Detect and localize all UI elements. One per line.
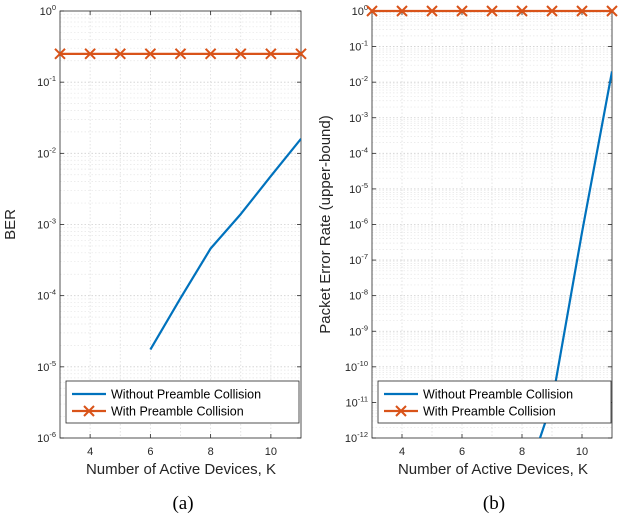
data-point-marker [426,5,438,17]
legend-label: With Preamble Collision [111,405,244,419]
x-axis-label: Number of Active Devices, K [398,461,588,478]
y-tick-label: 10-3 [349,110,368,125]
legend-label: With Preamble Collision [423,405,556,419]
chart-panel-b: 4 6 8 10 10-12 10-11 10-10 10-9 10-8 10-7 10-6 10-5… [317,3,618,514]
y-tick-label: 100 [352,3,368,18]
data-point-marker [265,48,277,60]
y-axis-label: BER [2,209,19,240]
x-tick-label: 4 [399,446,405,458]
y-tick-label: 10-3 [37,217,56,232]
legend-marker [83,405,95,417]
y-axis-label: Packet Error Rate (upper-bound) [317,115,334,333]
data-point-marker [235,48,247,60]
data-point-marker [606,5,618,17]
legend-box [65,380,300,424]
y-tick-label: 10-5 [349,181,368,196]
series-line [149,138,301,351]
data-point-marker [114,48,126,60]
y-tick-label: 10-1 [37,74,56,89]
data-point-marker [516,5,528,17]
data-point-marker [144,48,157,60]
y-tick-label: 100 [40,3,56,18]
legend-box [377,380,612,424]
y-tick-label: 10-9 [349,323,368,338]
legend-label: Without Preamble Collision [423,388,573,402]
series-without-collision [149,138,301,351]
data-point-marker [456,5,468,17]
data-point-marker [396,5,408,17]
y-tick-label: 10-11 [345,394,368,409]
y-tick-label: 10-5 [37,359,56,374]
y-tick-label: 10-4 [349,145,368,160]
y-tick-label: 10-8 [349,288,368,303]
legend: Without Preamble Collision With Preamble … [65,380,300,424]
x-axis-label: Number of Active Devices, K [86,461,276,478]
y-tick-label: 10-12 [345,430,368,445]
x-tick-label: 4 [87,446,93,458]
grid [60,11,301,438]
panel-caption: (b) [483,493,505,514]
chart-panel-a: 4 6 8 10 10-6 10-5 10-4 10-3 10-2 10-1 100 Number o… [2,3,307,514]
data-point-marker [204,48,217,60]
y-tick-label: 10-6 [37,430,56,445]
y-tick-label: 10-2 [37,145,56,160]
y-tick-label: 10-4 [37,288,56,303]
legend-label: Without Preamble Collision [111,388,261,402]
legend: Without Preamble Collision With Preamble … [377,380,612,424]
x-tick-label: 10 [265,446,277,458]
data-point-marker [366,5,378,17]
x-tick-label: 6 [147,446,153,458]
legend-marker [395,405,407,417]
data-point-marker [174,48,187,60]
data-point-marker [486,5,498,17]
y-tick-label: 10-2 [349,74,368,89]
y-tick-label: 10-10 [345,359,368,374]
grid [372,11,612,438]
x-tick-label: 8 [208,446,214,458]
x-tick-label: 10 [576,446,588,458]
data-point-marker [84,48,96,60]
panel-caption: (a) [172,493,193,514]
data-point-marker [295,48,307,60]
x-tick-label: 8 [519,446,525,458]
x-tick-label: 6 [459,446,465,458]
y-tick-label: 10-7 [349,252,368,267]
data-point-marker [546,5,558,17]
y-tick-label: 10-6 [349,217,368,232]
data-point-marker [576,5,588,17]
y-tick-label: 10-1 [349,39,368,54]
data-point-marker [54,48,66,60]
